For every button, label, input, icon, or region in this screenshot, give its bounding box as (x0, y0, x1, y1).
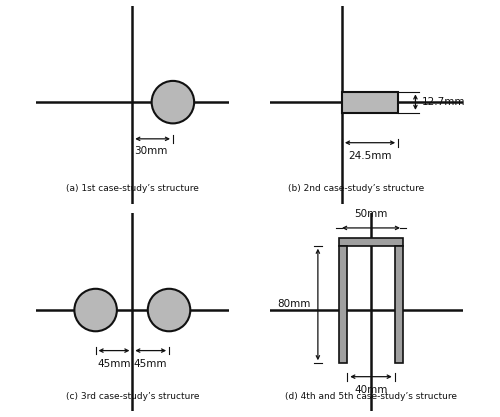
Text: 80mm: 80mm (277, 299, 310, 309)
Text: 12.7mm: 12.7mm (422, 97, 466, 107)
Text: 30mm: 30mm (134, 146, 168, 156)
Bar (339, 246, 347, 363)
Text: 45mm: 45mm (134, 359, 168, 369)
Text: (d) 4th and 5th case-study’s structure: (d) 4th and 5th case-study’s structure (285, 392, 457, 401)
Text: 24.5mm: 24.5mm (348, 151, 392, 161)
Bar (342, 91, 398, 113)
Bar (339, 238, 403, 246)
Text: (b) 2nd case-study’s structure: (b) 2nd case-study’s structure (288, 184, 424, 193)
Ellipse shape (152, 81, 194, 123)
Text: (a) 1st case-study’s structure: (a) 1st case-study’s structure (66, 184, 199, 193)
Bar (394, 246, 403, 363)
Ellipse shape (148, 289, 190, 331)
Ellipse shape (74, 289, 117, 331)
Text: 50mm: 50mm (354, 209, 388, 219)
Text: (c) 3rd case-study’s structure: (c) 3rd case-study’s structure (66, 392, 199, 401)
Text: 40mm: 40mm (354, 385, 388, 395)
Text: 45mm: 45mm (97, 359, 130, 369)
